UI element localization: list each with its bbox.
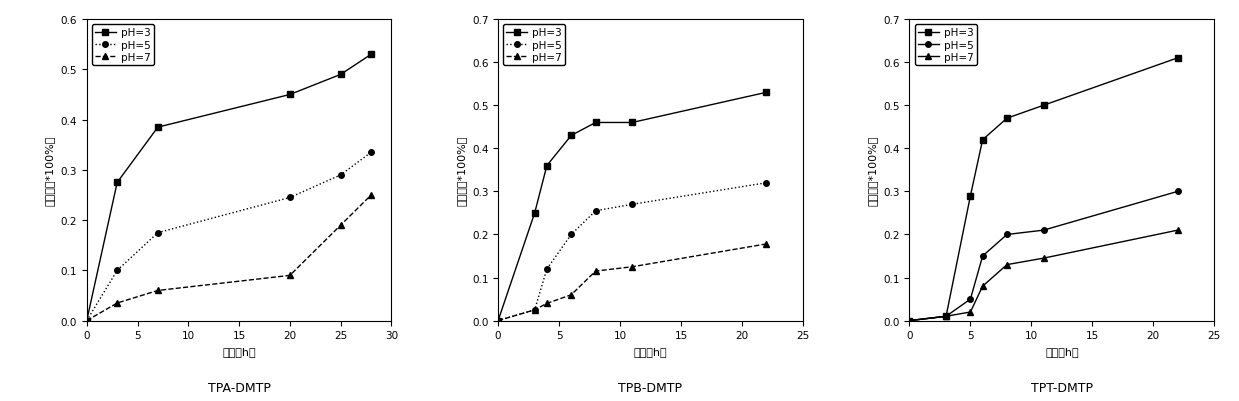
pH=3: [364, 53, 379, 57]
pH=5: [939, 314, 954, 319]
pH=5: [282, 196, 297, 200]
pH=3: [491, 318, 506, 323]
pH=7: [939, 314, 954, 319]
pH=7: [963, 310, 978, 315]
pH=7: [79, 318, 94, 323]
pH=5: [975, 254, 990, 259]
pH=3: [1170, 56, 1184, 61]
pH=3: [110, 180, 125, 185]
pH=5: [491, 318, 506, 323]
pH=3: [150, 126, 165, 130]
Line: pH=3: pH=3: [907, 56, 1181, 324]
pH=3: [975, 138, 990, 143]
Legend: pH=3, pH=5, pH=7: pH=3, pH=5, pH=7: [914, 25, 976, 65]
pH=3: [333, 73, 348, 78]
pH=3: [539, 164, 554, 168]
pH=7: [528, 308, 543, 312]
Legend: pH=3, pH=5, pH=7: pH=3, pH=5, pH=7: [92, 25, 154, 65]
pH=5: [1036, 228, 1051, 233]
pH=5: [624, 203, 639, 207]
Text: TPA-DMTP: TPA-DMTP: [208, 381, 270, 394]
Text: TPT-DMTP: TPT-DMTP: [1031, 381, 1093, 394]
pH=7: [624, 265, 639, 269]
X-axis label: 时间（h）: 时间（h）: [1044, 346, 1079, 356]
pH=5: [564, 233, 579, 237]
Line: pH=7: pH=7: [84, 193, 374, 324]
pH=3: [528, 211, 543, 216]
pH=7: [539, 301, 554, 306]
X-axis label: 时间（h）: 时间（h）: [633, 346, 668, 356]
pH=3: [963, 194, 978, 198]
pH=5: [333, 173, 348, 178]
pH=3: [758, 91, 773, 95]
pH=3: [282, 93, 297, 97]
pH=7: [1036, 256, 1051, 261]
pH=5: [539, 267, 554, 271]
pH=3: [902, 318, 917, 323]
pH=3: [624, 121, 639, 126]
pH=7: [1000, 263, 1015, 267]
Line: pH=5: pH=5: [907, 189, 1181, 324]
pH=5: [79, 318, 94, 323]
Y-axis label: 释放量（*100%）: 释放量（*100%）: [456, 135, 466, 206]
pH=5: [963, 297, 978, 302]
pH=7: [589, 269, 603, 274]
pH=7: [564, 293, 579, 298]
pH=7: [1170, 228, 1184, 233]
pH=5: [528, 308, 543, 312]
pH=5: [1170, 190, 1184, 194]
pH=5: [902, 318, 917, 323]
pH=5: [110, 268, 125, 273]
pH=7: [491, 318, 506, 323]
Line: pH=3: pH=3: [84, 53, 374, 324]
pH=7: [758, 242, 773, 247]
Line: pH=7: pH=7: [907, 228, 1181, 324]
Y-axis label: 释放量（*100%）: 释放量（*100%）: [45, 135, 55, 206]
pH=5: [758, 181, 773, 186]
pH=5: [150, 231, 165, 235]
Text: TPB-DMTP: TPB-DMTP: [618, 381, 683, 394]
Legend: pH=3, pH=5, pH=7: pH=3, pH=5, pH=7: [503, 25, 565, 65]
pH=7: [975, 284, 990, 289]
pH=7: [282, 273, 297, 278]
Line: pH=7: pH=7: [496, 241, 769, 324]
pH=3: [1036, 103, 1051, 108]
pH=3: [79, 318, 94, 323]
pH=7: [333, 223, 348, 228]
Y-axis label: 释放量（*100%）: 释放量（*100%）: [867, 135, 877, 206]
Line: pH=5: pH=5: [84, 150, 374, 324]
pH=7: [902, 318, 917, 323]
pH=3: [589, 121, 603, 126]
pH=7: [150, 288, 165, 293]
X-axis label: 时间（h）: 时间（h）: [222, 346, 256, 356]
Line: pH=5: pH=5: [496, 180, 769, 324]
pH=3: [564, 134, 579, 138]
Line: pH=3: pH=3: [496, 90, 769, 324]
pH=5: [589, 209, 603, 214]
pH=5: [364, 150, 379, 155]
pH=3: [939, 314, 954, 319]
pH=7: [364, 193, 379, 198]
pH=7: [110, 301, 125, 306]
pH=3: [1000, 116, 1015, 121]
pH=5: [1000, 233, 1015, 237]
